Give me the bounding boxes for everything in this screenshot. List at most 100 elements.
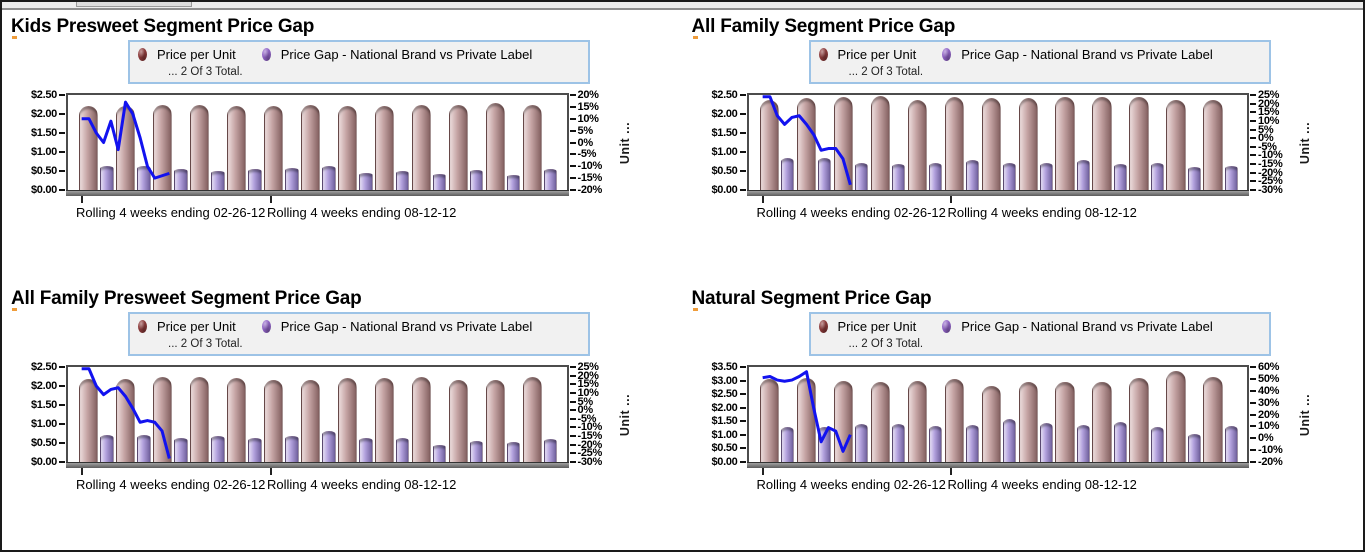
price-per-unit-bar <box>1018 381 1038 462</box>
axis-tick-label: $1.00 <box>30 146 57 158</box>
x-axis-group-label: Rolling 4 weeks ending 08-12-12 <box>947 205 1137 220</box>
price-gap-bar <box>137 166 151 190</box>
price-gap-bar <box>928 426 943 462</box>
bar-pair <box>1165 95 1202 190</box>
price-gap-bar <box>248 169 262 190</box>
chart-panel-all-family-presweet: All Family Presweet Segment Price Gap Pr… <box>2 282 683 550</box>
price-gap-legend-marker-icon <box>261 48 271 61</box>
axis-tick-mark <box>1250 111 1256 114</box>
axis-tick-mark <box>569 400 576 403</box>
axis-tick-label: 10% <box>577 386 599 399</box>
bar-pair <box>1165 367 1202 462</box>
legend-box: Price per Unit Price Gap - National Bran… <box>128 312 590 356</box>
price-per-unit-bar <box>870 381 890 462</box>
price-per-unit-bar <box>227 106 247 190</box>
price-per-unit-bar <box>374 378 395 462</box>
price-per-unit-bar <box>153 104 173 190</box>
left-axis: $2.50 $2.00 $1.50 $1.00 $0.50 $0.00 <box>10 89 66 196</box>
axis-tick-label: $0.00 <box>711 184 738 196</box>
x-axis-group-label: Rolling 4 weeks ending 02-26-12 <box>756 205 946 220</box>
axis-tick-label: 10% <box>577 112 599 125</box>
price-gap-bar <box>891 164 906 190</box>
axis-tick-mark <box>1250 94 1256 96</box>
price-per-unit-bar <box>190 104 210 190</box>
axis-tick-mark <box>569 189 576 191</box>
price-gap-bar <box>137 434 151 462</box>
price-gap-line <box>78 367 173 462</box>
bar-pair <box>1202 367 1239 462</box>
price-per-unit-bar <box>1129 96 1149 190</box>
axis-tick-label: 25% <box>577 361 599 373</box>
legend-row: Price per Unit Price Gap - National Bran… <box>818 46 1261 63</box>
axis-tick-mark <box>1250 128 1256 131</box>
legend-label: Price per Unit <box>157 319 236 334</box>
bar-pair <box>337 367 374 462</box>
price-per-unit-bar <box>1203 99 1223 190</box>
right-axis-title-column: Unit ... <box>1293 365 1317 467</box>
legend-note: ... 2 Of 3 Total. <box>168 338 243 350</box>
axis-tick-label: $0.00 <box>30 456 57 468</box>
axis-tick-mark <box>739 461 746 463</box>
axis-tick-mark <box>739 447 746 450</box>
price-gap-bar <box>211 436 225 462</box>
axis-tick-mark <box>59 461 65 463</box>
chart-panel-kids-presweet: Kids Presweet Segment Price Gap Price pe… <box>2 10 683 282</box>
bar-pair <box>1202 95 1239 190</box>
x-axis-tick <box>950 468 952 475</box>
price-per-unit-bar <box>116 379 136 462</box>
legend-box: Price per Unit Price Gap - National Bran… <box>808 312 1271 356</box>
price-per-unit-bar <box>1203 376 1223 462</box>
price-gap-bar <box>248 438 262 462</box>
price-per-unit-bar <box>1055 381 1075 462</box>
price-per-unit-bar <box>338 106 358 190</box>
price-gap-bar <box>507 441 521 462</box>
bar-pair <box>448 367 485 462</box>
bar-pair <box>980 95 1017 190</box>
chart-area: $3.50 $3.00 $2.50 $2.00 $1.50 $1.00 $0.50 $0.00… <box>691 361 1318 500</box>
legend-row: Price per Unit Price Gap - National Bran… <box>138 318 580 335</box>
price-gap-bar <box>1076 424 1090 462</box>
price-per-unit-bar <box>448 104 469 190</box>
axis-tick-label: 40% <box>1258 384 1280 397</box>
axis-tick-label: $1.00 <box>711 428 738 441</box>
price-per-unit-bar <box>79 379 99 462</box>
price-per-unit-bar <box>759 379 779 462</box>
axis-tick-label: $0.50 <box>711 442 738 455</box>
price-per-unit-bar <box>1055 96 1075 190</box>
axis-tick-mark <box>1250 437 1256 440</box>
axis-tick-mark <box>569 153 576 156</box>
axis-tick-label: 10% <box>1258 420 1280 433</box>
bar-pair <box>485 95 522 190</box>
x-axis: Rolling 4 weeks ending 02-26-12 Rolling … <box>747 468 1250 500</box>
axis-tick-label: $2.50 <box>30 89 57 101</box>
bar-pair <box>263 95 300 190</box>
price-per-unit-bar <box>1092 96 1112 190</box>
axis-tick-mark <box>569 409 576 412</box>
price-per-unit-legend-marker-icon <box>818 320 828 333</box>
price-gap-bar <box>780 157 795 190</box>
price-gap-bar <box>1224 425 1238 462</box>
axis-tick-mark <box>1250 377 1256 380</box>
axis-tick-label: 20% <box>577 89 599 101</box>
bar-pair <box>1017 95 1054 190</box>
bar-pair <box>1128 367 1165 462</box>
price-gap-bar <box>780 426 795 462</box>
axis-tick-mark <box>569 452 576 455</box>
axis-tick-label: 5% <box>1258 123 1274 136</box>
bar-pair <box>411 367 448 462</box>
axis-tick-mark <box>1250 119 1256 122</box>
axis-tick-mark <box>739 94 746 96</box>
axis-tick-mark <box>739 189 746 191</box>
axis-tick-mark <box>569 426 576 429</box>
axis-tick-label: $2.50 <box>711 388 738 401</box>
legend-note: ... 2 Of 3 Total. <box>848 66 924 78</box>
price-gap-bar <box>100 166 114 190</box>
axis-tick-mark <box>1250 137 1256 140</box>
axis-tick-mark <box>1250 401 1256 404</box>
bar-series <box>759 367 1240 462</box>
axis-tick-mark <box>1250 145 1256 148</box>
right-axis: 20% 15% 10% 5% 0% -5% -10% -15% -20% <box>569 89 613 196</box>
axis-tick-mark <box>59 94 65 96</box>
plot-column: Rolling 4 weeks ending 02-26-12 Rolling … <box>66 365 569 500</box>
